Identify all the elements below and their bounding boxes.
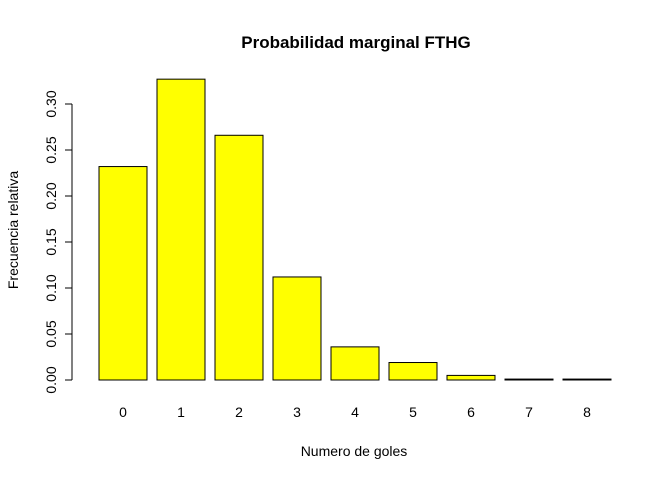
y-tick-label: 0.30 <box>43 90 59 117</box>
y-tick-label: 0.15 <box>43 228 59 255</box>
y-tick-label: 0.00 <box>43 366 59 393</box>
y-tick-label: 0.20 <box>43 182 59 209</box>
bar-5 <box>388 362 438 381</box>
bar-8 <box>562 378 612 381</box>
x-tick-label-8: 8 <box>583 404 591 420</box>
x-tick-label-6: 6 <box>467 404 475 420</box>
bar-6 <box>446 374 496 381</box>
x-tick-label-2: 2 <box>235 404 243 420</box>
y-tick-label: 0.10 <box>43 274 59 301</box>
bar-3 <box>272 276 322 381</box>
y-axis: 0.00 0.05 0.10 0.15 0.20 0.25 0.30 <box>43 90 73 394</box>
x-tick-label-3: 3 <box>293 404 301 420</box>
y-axis-label: Frecuencia relativa <box>5 171 21 289</box>
x-tick-labels: 0 1 2 3 4 5 6 7 8 <box>119 404 591 420</box>
bar-2 <box>214 134 264 381</box>
y-tick-label: 0.25 <box>43 136 59 163</box>
y-tick-label: 0.05 <box>43 320 59 347</box>
x-tick-label-7: 7 <box>525 404 533 420</box>
x-tick-label-5: 5 <box>409 404 417 420</box>
chart-title: Probabilidad marginal FTHG <box>241 33 471 52</box>
bar-1 <box>156 78 206 381</box>
x-tick-label-0: 0 <box>119 404 127 420</box>
x-axis-label: Numero de goles <box>301 443 408 459</box>
bar-0 <box>98 166 148 381</box>
bar-7 <box>504 378 554 381</box>
x-tick-label-1: 1 <box>177 404 185 420</box>
bar-4 <box>330 346 380 381</box>
bars-group <box>98 78 612 381</box>
x-tick-label-4: 4 <box>351 404 359 420</box>
